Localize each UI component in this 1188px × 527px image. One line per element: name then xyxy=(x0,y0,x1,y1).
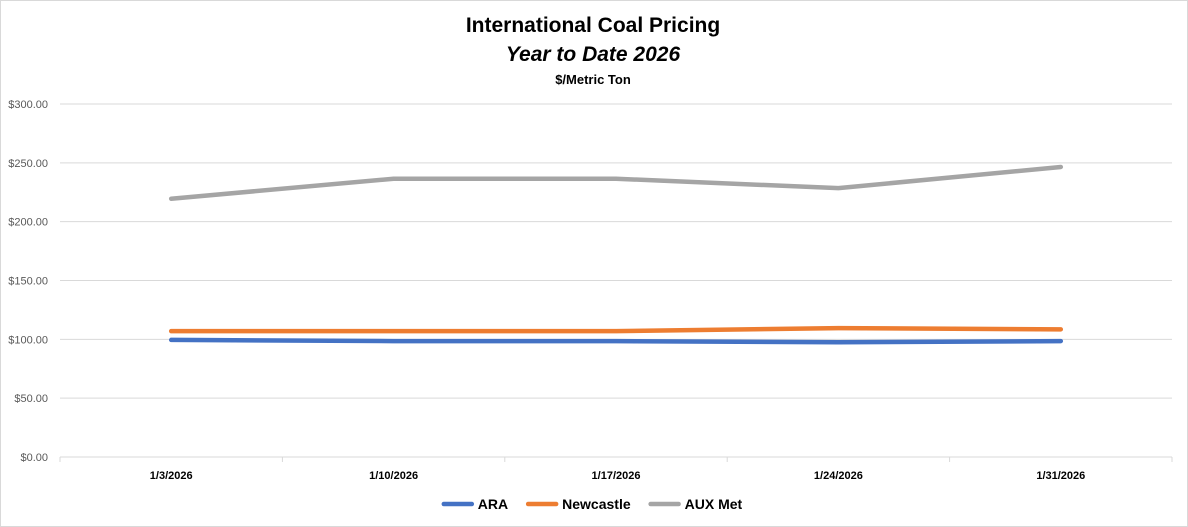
legend-label-aux-met: AUX Met xyxy=(685,496,743,512)
chart-title: International Coal Pricing xyxy=(466,14,720,37)
y-tick-label: $50.00 xyxy=(14,393,48,405)
y-axis-ticks: $0.00 $50.00 $100.00 $150.00 $200.00 $250.00 $… xyxy=(8,99,48,464)
legend: ARA Newcastle AUX Met xyxy=(441,496,743,512)
chart-subtitle: Year to Date 2026 xyxy=(506,43,681,66)
chart-unit-label: $/Metric Ton xyxy=(555,72,631,87)
y-tick-label: $300.00 xyxy=(8,99,48,111)
x-axis xyxy=(59,456,1173,462)
series-lines xyxy=(168,164,1064,345)
x-tick-label: 1/24/2026 xyxy=(814,470,863,482)
y-tick-label: $0.00 xyxy=(20,452,48,464)
y-tick-label: $250.00 xyxy=(8,158,48,170)
y-tick-label: $200.00 xyxy=(8,217,48,229)
legend-label-newcastle: Newcastle xyxy=(562,496,631,512)
x-axis-ticks: 1/3/2026 1/10/2026 1/17/2026 1/24/2026 1/31/… xyxy=(150,470,1085,482)
legend-label-ara: ARA xyxy=(478,496,508,512)
x-tick-label: 1/31/2026 xyxy=(1036,470,1085,482)
gridlines xyxy=(60,103,1172,399)
x-tick-label: 1/10/2026 xyxy=(369,470,418,482)
series-line-ara xyxy=(168,337,1064,345)
series-line-newcastle xyxy=(168,325,1064,334)
y-tick-label: $100.00 xyxy=(8,334,48,346)
x-tick-label: 1/17/2026 xyxy=(592,470,641,482)
series-line-aux-met xyxy=(168,164,1064,201)
y-tick-label: $150.00 xyxy=(8,276,48,288)
x-tick-label: 1/3/2026 xyxy=(150,470,193,482)
